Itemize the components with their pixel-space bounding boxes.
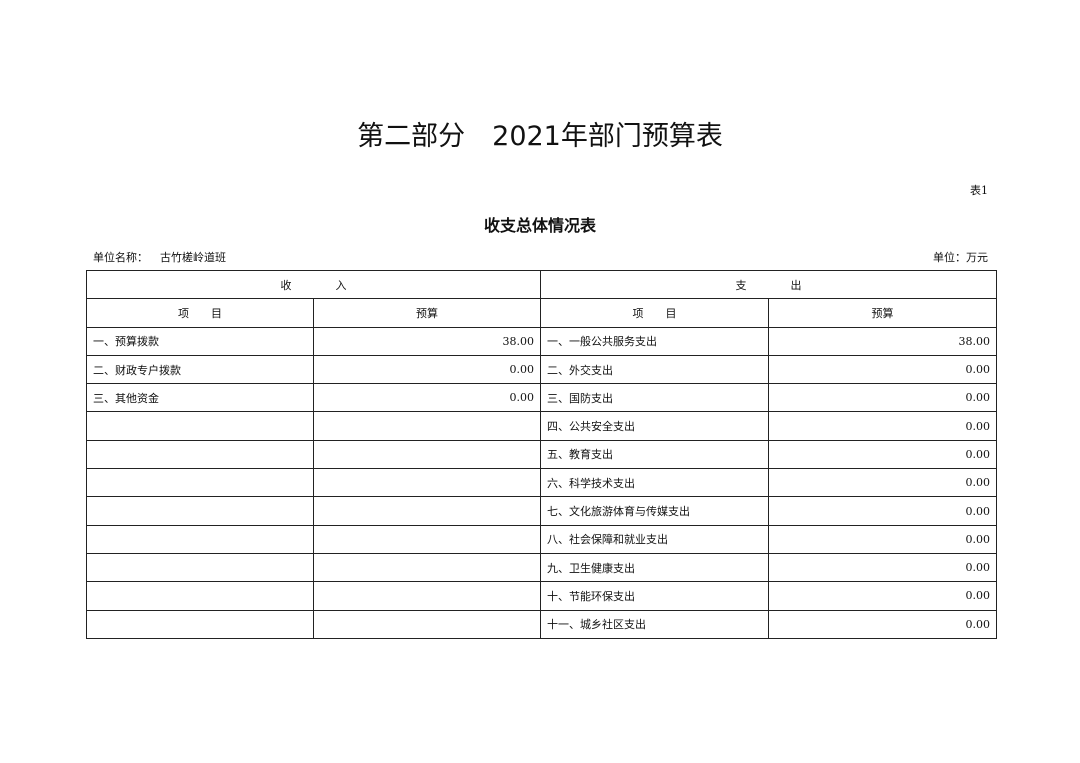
- unit-label: 单位：万元: [933, 251, 988, 264]
- expense-item-cell: 七、文化旅游体育与传媒支出: [540, 496, 769, 526]
- section-header-row: 收 入 支 出: [86, 269, 997, 300]
- expense-item-header: 项 目: [540, 298, 769, 328]
- expense-budget-cell: 0.00: [768, 383, 997, 413]
- expense-item-cell: 八、社会保障和就业支出: [540, 524, 769, 554]
- table-row: 二、财政专户拨款 0.00 二、外交支出 0.00: [86, 354, 997, 385]
- income-item-cell: [86, 468, 314, 498]
- income-item-cell: [86, 609, 314, 639]
- table-title: 收支总体情况表: [483, 216, 596, 235]
- expense-item-cell: 六、科学技术支出: [540, 468, 769, 498]
- expense-budget-cell: 38.00: [768, 326, 997, 356]
- page-title: 第二部分 2021年部门预算表: [357, 121, 723, 152]
- column-header-row: 项 目 预算 项 目 预算: [86, 298, 997, 328]
- income-budget-cell: [313, 581, 541, 611]
- expense-budget-cell: 0.00: [768, 609, 997, 639]
- table-row: 十一、城乡社区支出 0.00: [86, 609, 997, 639]
- expense-header: 支 出: [540, 269, 997, 300]
- income-budget-cell: 38.00: [313, 326, 541, 356]
- expense-budget-header: 预算: [768, 298, 997, 328]
- income-budget-cell: [313, 439, 541, 470]
- income-item-cell: [86, 439, 314, 470]
- expense-item-cell: 一、一般公共服务支出: [540, 326, 769, 356]
- table-row: 七、文化旅游体育与传媒支出 0.00: [86, 496, 997, 526]
- expense-item-cell: 三、国防支出: [540, 383, 769, 413]
- income-item-cell: 三、其他资金: [86, 383, 314, 413]
- income-budget-cell: [313, 552, 541, 583]
- income-item-cell: 一、预算拨款: [86, 326, 314, 356]
- income-budget-cell: [313, 609, 541, 639]
- unit-name-value: 古竹槎岭道班: [160, 251, 226, 264]
- income-budget-cell: [313, 468, 541, 498]
- expense-item-cell: 二、外交支出: [540, 354, 769, 385]
- income-header: 收 入: [86, 269, 541, 300]
- income-item-cell: [86, 524, 314, 554]
- expense-budget-cell: 0.00: [768, 439, 997, 470]
- income-item-header: 项 目: [86, 298, 314, 328]
- income-item-cell: [86, 411, 314, 441]
- expense-item-cell: 五、教育支出: [540, 439, 769, 470]
- table-row: 五、教育支出 0.00: [86, 439, 997, 470]
- table-number: 表1: [970, 184, 988, 197]
- expense-budget-cell: 0.00: [768, 581, 997, 611]
- expense-item-cell: 四、公共安全支出: [540, 411, 769, 441]
- expense-item-cell: 十一、城乡社区支出: [540, 609, 769, 639]
- expense-budget-cell: 0.00: [768, 496, 997, 526]
- table-row: 一、预算拨款 38.00 一、一般公共服务支出 38.00: [86, 326, 997, 356]
- expense-budget-cell: 0.00: [768, 468, 997, 498]
- expense-item-cell: 九、卫生健康支出: [540, 552, 769, 583]
- table-row: 四、公共安全支出 0.00: [86, 411, 997, 441]
- income-budget-header: 预算: [313, 298, 541, 328]
- table-row: 十、节能环保支出 0.00: [86, 581, 997, 611]
- expense-budget-cell: 0.00: [768, 524, 997, 554]
- income-item-cell: 二、财政专户拨款: [86, 354, 314, 385]
- table-row: 八、社会保障和就业支出 0.00: [86, 524, 997, 554]
- table-row: 三、其他资金 0.00 三、国防支出 0.00: [86, 383, 997, 413]
- expense-item-cell: 十、节能环保支出: [540, 581, 769, 611]
- income-budget-cell: 0.00: [313, 354, 541, 385]
- income-budget-cell: [313, 524, 541, 554]
- table-row: 六、科学技术支出 0.00: [86, 468, 997, 498]
- income-budget-cell: 0.00: [313, 383, 541, 413]
- income-item-cell: [86, 496, 314, 526]
- table-row: 九、卫生健康支出 0.00: [86, 552, 997, 583]
- expense-budget-cell: 0.00: [768, 552, 997, 583]
- expense-budget-cell: 0.00: [768, 354, 997, 385]
- budget-table: 收 入 支 出 项 目 预算 项 目 预算 一、预算拨款 38.00 一、一般公共服…: [86, 269, 997, 639]
- unit-name: 单位名称： 古竹槎岭道班: [93, 249, 238, 265]
- income-item-cell: [86, 552, 314, 583]
- expense-budget-cell: 0.00: [768, 411, 997, 441]
- income-budget-cell: [313, 411, 541, 441]
- unit-name-label: 单位名称：: [93, 251, 148, 264]
- income-budget-cell: [313, 496, 541, 526]
- income-item-cell: [86, 581, 314, 611]
